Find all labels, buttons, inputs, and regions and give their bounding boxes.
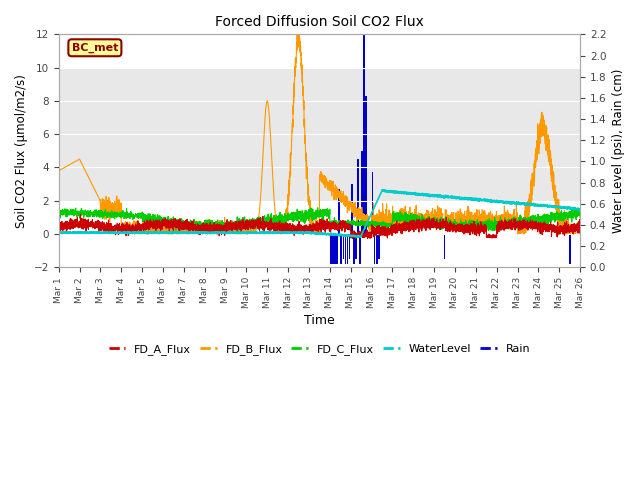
Bar bbox=[378, 234, 380, 259]
Bar bbox=[353, 234, 355, 264]
Bar bbox=[376, 234, 378, 264]
Bar bbox=[362, 151, 363, 234]
Bar bbox=[359, 234, 361, 264]
Y-axis label: Soil CO2 Flux (μmol/m2/s): Soil CO2 Flux (μmol/m2/s) bbox=[15, 74, 28, 228]
Bar bbox=[364, 35, 365, 234]
Bar bbox=[340, 234, 342, 264]
Title: Forced Diffusion Soil CO2 Flux: Forced Diffusion Soil CO2 Flux bbox=[215, 15, 424, 29]
Bar bbox=[374, 234, 376, 264]
Bar bbox=[344, 234, 346, 264]
Bar bbox=[342, 234, 344, 259]
Bar bbox=[336, 234, 338, 264]
Bar bbox=[332, 234, 334, 264]
X-axis label: Time: Time bbox=[304, 314, 335, 327]
Bar bbox=[357, 159, 359, 234]
Bar bbox=[351, 184, 353, 234]
Bar bbox=[330, 234, 332, 264]
Y-axis label: Water Level (psi), Rain (cm): Water Level (psi), Rain (cm) bbox=[612, 69, 625, 233]
Bar bbox=[334, 234, 336, 264]
Bar bbox=[444, 234, 445, 259]
Bar bbox=[347, 234, 348, 264]
Bar bbox=[339, 189, 340, 234]
Legend: FD_A_Flux, FD_B_Flux, FD_C_Flux, WaterLevel, Rain: FD_A_Flux, FD_B_Flux, FD_C_Flux, WaterLe… bbox=[104, 340, 534, 360]
Bar bbox=[365, 96, 367, 234]
Bar bbox=[59, 68, 580, 201]
Text: BC_met: BC_met bbox=[72, 43, 118, 53]
Bar bbox=[569, 234, 570, 264]
Bar bbox=[349, 234, 351, 259]
Bar bbox=[372, 172, 373, 234]
Bar bbox=[355, 234, 356, 259]
